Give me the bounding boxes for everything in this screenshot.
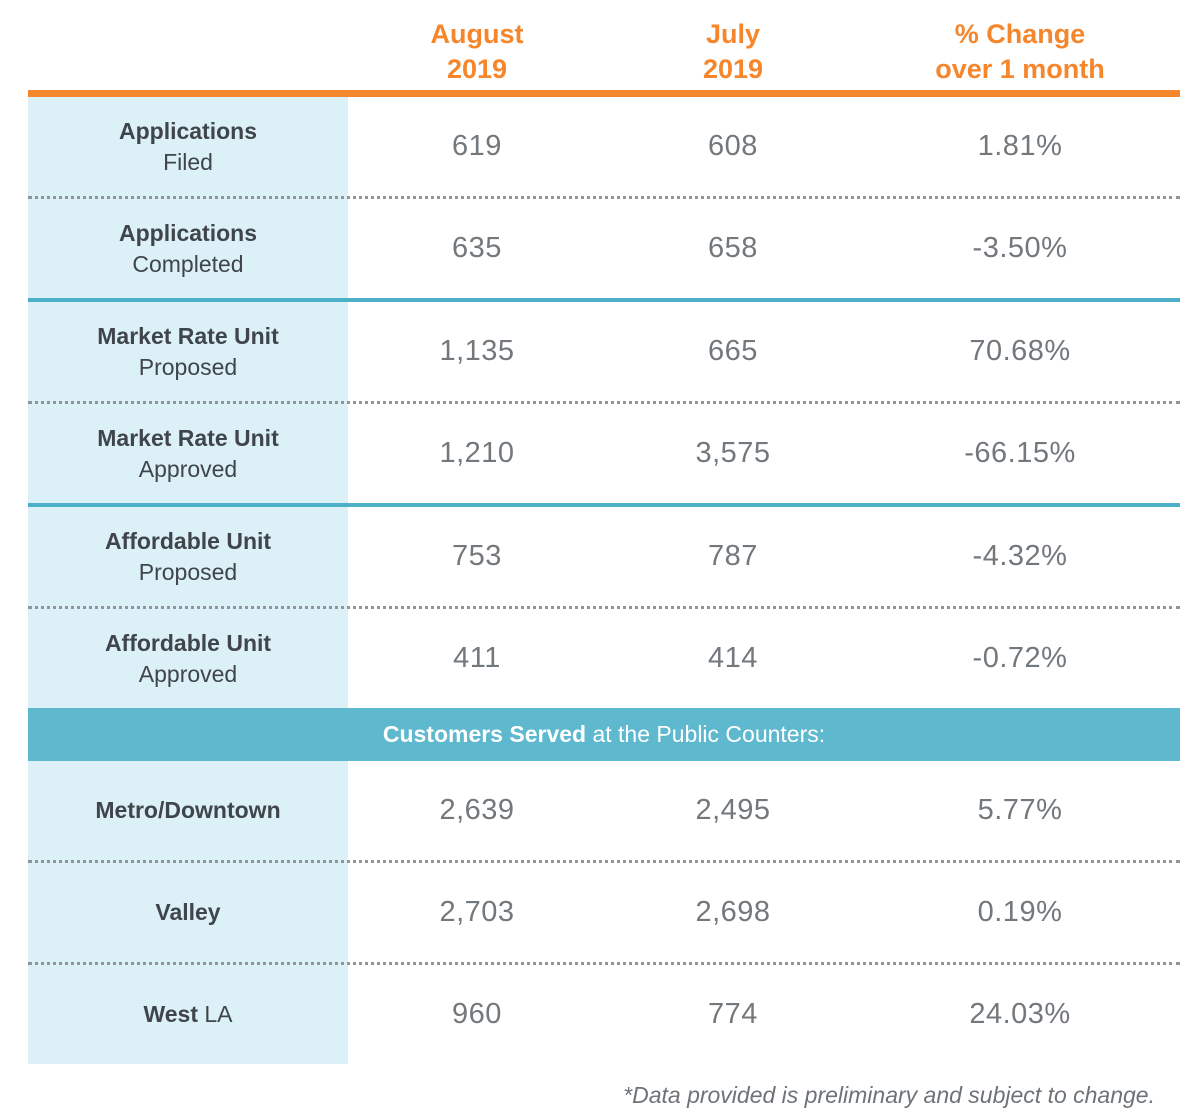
- header-rule: [28, 90, 1180, 97]
- row-label: West LA: [143, 1001, 233, 1027]
- value-pct-change: -4.32%: [972, 540, 1068, 572]
- table-header-row: August 2019 July 2019 % Change over 1 mo…: [28, 14, 1180, 90]
- value-pct-change: 0.19%: [977, 896, 1063, 928]
- value-july: 414: [708, 642, 758, 674]
- dotted-divider: [28, 860, 1180, 863]
- row-label: Metro/Downtown: [95, 797, 281, 824]
- row-applications-filed: Applications Filed 619 608 1.81%: [28, 97, 1180, 196]
- row-affordable-proposed: Affordable Unit Proposed 753 787 -4.32%: [28, 507, 1180, 606]
- row-label: Applications Completed: [118, 220, 257, 277]
- value-july: 2,495: [695, 794, 771, 826]
- row-label: Valley: [155, 899, 221, 926]
- value-august: 960: [452, 998, 502, 1030]
- section-banner-rest: at the Public Counters:: [586, 721, 826, 747]
- value-august: 619: [452, 130, 502, 162]
- value-pct-change: -0.72%: [972, 642, 1068, 674]
- dotted-divider: [28, 196, 1180, 199]
- value-august: 2,639: [439, 794, 515, 826]
- value-august: 2,703: [439, 896, 515, 928]
- value-pct-change: 5.77%: [977, 794, 1063, 826]
- row-metro-downtown: Metro/Downtown 2,639 2,495 5.77%: [28, 761, 1180, 860]
- value-july: 608: [708, 130, 758, 162]
- teal-divider: [28, 298, 1180, 302]
- row-affordable-approved: Affordable Unit Approved 411 414 -0.72%: [28, 609, 1180, 708]
- dotted-divider: [28, 606, 1180, 609]
- row-west-la: West LA 960 774 24.03%: [28, 965, 1180, 1064]
- row-label: Market Rate Unit Proposed: [97, 323, 279, 380]
- value-pct-change: 70.68%: [969, 335, 1071, 367]
- column-header-august: August 2019: [348, 17, 606, 87]
- value-august: 1,135: [439, 335, 515, 367]
- value-july: 3,575: [695, 437, 771, 469]
- value-july: 2,698: [695, 896, 771, 928]
- row-label: Market Rate Unit Approved: [97, 425, 279, 482]
- row-market-rate-proposed: Market Rate Unit Proposed 1,135 665 70.68…: [28, 302, 1180, 401]
- label-column-background: [28, 97, 348, 1064]
- value-july: 665: [708, 335, 758, 367]
- footnote: *Data provided is preliminary and subjec…: [623, 1082, 1155, 1108]
- column-header-pct-change: % Change over 1 month: [860, 17, 1180, 87]
- value-july: 774: [708, 998, 758, 1030]
- row-label: Affordable Unit Approved: [104, 630, 272, 687]
- value-july: 787: [708, 540, 758, 572]
- row-label: Applications Filed: [118, 118, 257, 175]
- value-pct-change: 1.81%: [977, 130, 1063, 162]
- column-header-july-line1: July: [705, 18, 761, 49]
- column-header-july: July 2019: [606, 17, 860, 87]
- value-august: 411: [453, 642, 501, 674]
- dotted-divider: [28, 401, 1180, 404]
- table-content: August 2019 July 2019 % Change over 1 mo…: [28, 14, 1180, 1109]
- value-pct-change: -3.50%: [972, 232, 1068, 264]
- row-valley: Valley 2,703 2,698 0.19%: [28, 863, 1180, 962]
- value-august: 753: [452, 540, 502, 572]
- value-pct-change: -66.15%: [964, 437, 1076, 469]
- value-august: 1,210: [439, 437, 515, 469]
- section-banner-customers-served: Customers Served at the Public Counters:: [28, 708, 1180, 761]
- row-market-rate-approved: Market Rate Unit Approved 1,210 3,575 -66…: [28, 404, 1180, 503]
- row-applications-completed: Applications Completed 635 658 -3.50%: [28, 199, 1180, 298]
- column-header-august-line2: 2019: [446, 54, 508, 84]
- column-header-august-line1: August: [430, 18, 524, 49]
- value-august: 635: [452, 232, 502, 264]
- value-pct-change: 24.03%: [969, 998, 1071, 1030]
- column-header-pct-change-line1: % Change: [954, 18, 1086, 49]
- teal-divider: [28, 503, 1180, 507]
- column-header-july-line2: 2019: [702, 54, 764, 84]
- dotted-divider: [28, 962, 1180, 965]
- column-header-pct-change-line2: over 1 month: [935, 54, 1105, 84]
- value-july: 658: [708, 232, 758, 264]
- row-label: Affordable Unit Proposed: [104, 528, 272, 585]
